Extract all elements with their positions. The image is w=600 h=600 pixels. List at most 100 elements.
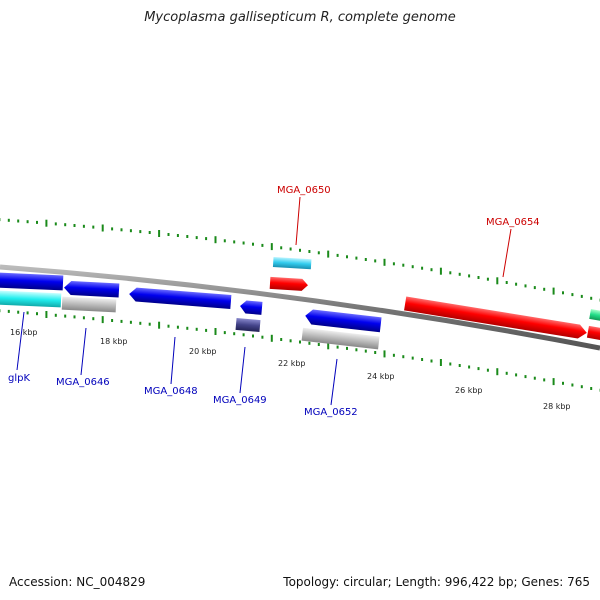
- gene-mga0650-gene[interactable]: [269, 276, 309, 291]
- inner-tick: [195, 327, 198, 331]
- gene-glpk-gene[interactable]: [0, 272, 64, 291]
- inner-tick: [524, 375, 527, 379]
- outer-tick: [590, 296, 593, 300]
- outer-tick: [139, 230, 142, 234]
- outer-tick: [73, 224, 76, 227]
- genome-summary-text: Topology: circular; Length: 996,422 bp; …: [283, 575, 590, 589]
- leader-glpk: [16, 311, 25, 371]
- inner-tick: [449, 362, 452, 366]
- tick-label-20kbp: 20 kbp: [189, 347, 217, 356]
- outer-tick: [533, 286, 536, 290]
- gene-mga0649-cds[interactable]: [235, 317, 261, 333]
- gene-mga0649-gene[interactable]: [239, 300, 263, 315]
- inner-tick: [533, 376, 536, 380]
- label-mga0652[interactable]: MGA_0652: [304, 407, 358, 418]
- inner-tick: [505, 371, 508, 375]
- reverse-strand-features: [0, 272, 382, 350]
- outer-tick: [158, 230, 161, 237]
- outer-tick: [383, 258, 386, 266]
- inner-tick: [486, 368, 489, 372]
- inner-tick: [7, 309, 10, 313]
- gene-mga0654-gene[interactable]: [404, 296, 588, 340]
- outer-tick: [552, 287, 555, 295]
- inner-tick: [346, 346, 348, 350]
- outer-tick: [327, 250, 330, 258]
- gene-mga0646-cds[interactable]: [61, 296, 117, 313]
- inner-tick: [317, 343, 320, 346]
- inner-tick: [120, 319, 123, 323]
- inner-tick: [139, 321, 142, 325]
- outer-tick: [233, 240, 236, 244]
- inner-tick: [242, 333, 245, 337]
- outer-tick: [176, 234, 179, 237]
- tick-label-22kbp: 22 kbp: [278, 359, 306, 368]
- outer-tick: [223, 239, 226, 243]
- inner-tick: [26, 311, 29, 315]
- label-mga0649[interactable]: MGA_0649: [213, 395, 267, 406]
- outer-tick: [129, 229, 132, 233]
- gene-next-gene[interactable]: [586, 325, 600, 341]
- outer-tick: [167, 233, 170, 236]
- inner-tick: [468, 365, 471, 369]
- outer-tick: [205, 237, 208, 241]
- inner-tick-ring: [0, 309, 600, 392]
- inner-tick: [101, 316, 104, 324]
- inner-tick: [36, 312, 38, 316]
- outer-tick: [355, 256, 358, 260]
- label-glpk[interactable]: glpK: [8, 373, 30, 384]
- outer-tick: [543, 287, 546, 291]
- inner-tick: [186, 326, 189, 330]
- tick-label-16kbp: 16 kbp: [10, 328, 38, 337]
- gene-glpk-cds[interactable]: [0, 290, 62, 308]
- outer-tick: [449, 271, 452, 275]
- outer-tick: [580, 294, 583, 298]
- label-mga0650[interactable]: MGA_0650: [277, 185, 331, 196]
- inner-tick: [571, 383, 574, 387]
- outer-tick: [280, 246, 283, 250]
- inner-tick: [580, 385, 583, 389]
- inner-tick: [458, 364, 461, 367]
- outer-tick: [289, 247, 292, 251]
- inner-tick: [129, 320, 132, 324]
- outer-tick: [195, 236, 198, 240]
- inner-tick: [167, 324, 170, 328]
- outer-tick: [36, 220, 38, 224]
- inner-tick: [17, 310, 20, 314]
- inner-tick: [439, 359, 442, 366]
- label-mga0646[interactable]: MGA_0646: [56, 377, 110, 388]
- outer-tick: [308, 250, 311, 253]
- inner-tick: [430, 359, 433, 363]
- inner-tick: [477, 367, 480, 371]
- gene-mga0650-cds[interactable]: [272, 256, 312, 270]
- outer-tick: [346, 255, 348, 259]
- inner-tick: [383, 350, 386, 358]
- outer-tick: [299, 248, 301, 252]
- gene-mga0652-gene[interactable]: [304, 309, 382, 333]
- inner-tick: [176, 325, 179, 329]
- outer-tick: [458, 272, 461, 276]
- inner-tick: [515, 373, 518, 377]
- tick-label-28kbp: 28 kbp: [543, 402, 571, 411]
- gene-next-rna[interactable]: [589, 309, 600, 321]
- gene-mga0646-gene[interactable]: [64, 281, 120, 298]
- inner-tick: [233, 332, 236, 336]
- label-mga0654[interactable]: MGA_0654: [486, 217, 540, 228]
- gene-mga0648-gene[interactable]: [129, 287, 232, 309]
- label-mga0648[interactable]: MGA_0648: [144, 386, 198, 397]
- inner-tick: [308, 341, 311, 345]
- leader-mga0646: [80, 327, 87, 376]
- gene-mga0652-cds[interactable]: [301, 327, 380, 350]
- genome-backbone: [0, 264, 600, 351]
- tick-label-18kbp: 18 kbp: [100, 337, 128, 346]
- outer-tick: [364, 258, 367, 261]
- tick-label-24kbp: 24 kbp: [367, 372, 395, 381]
- inner-tick: [289, 339, 292, 343]
- outer-tick: [317, 251, 320, 255]
- outer-tick: [486, 277, 489, 281]
- outer-tick: [439, 267, 442, 275]
- inner-tick: [411, 356, 414, 360]
- inner-tick: [223, 331, 226, 335]
- inner-tick: [590, 387, 593, 390]
- inner-tick: [82, 316, 85, 320]
